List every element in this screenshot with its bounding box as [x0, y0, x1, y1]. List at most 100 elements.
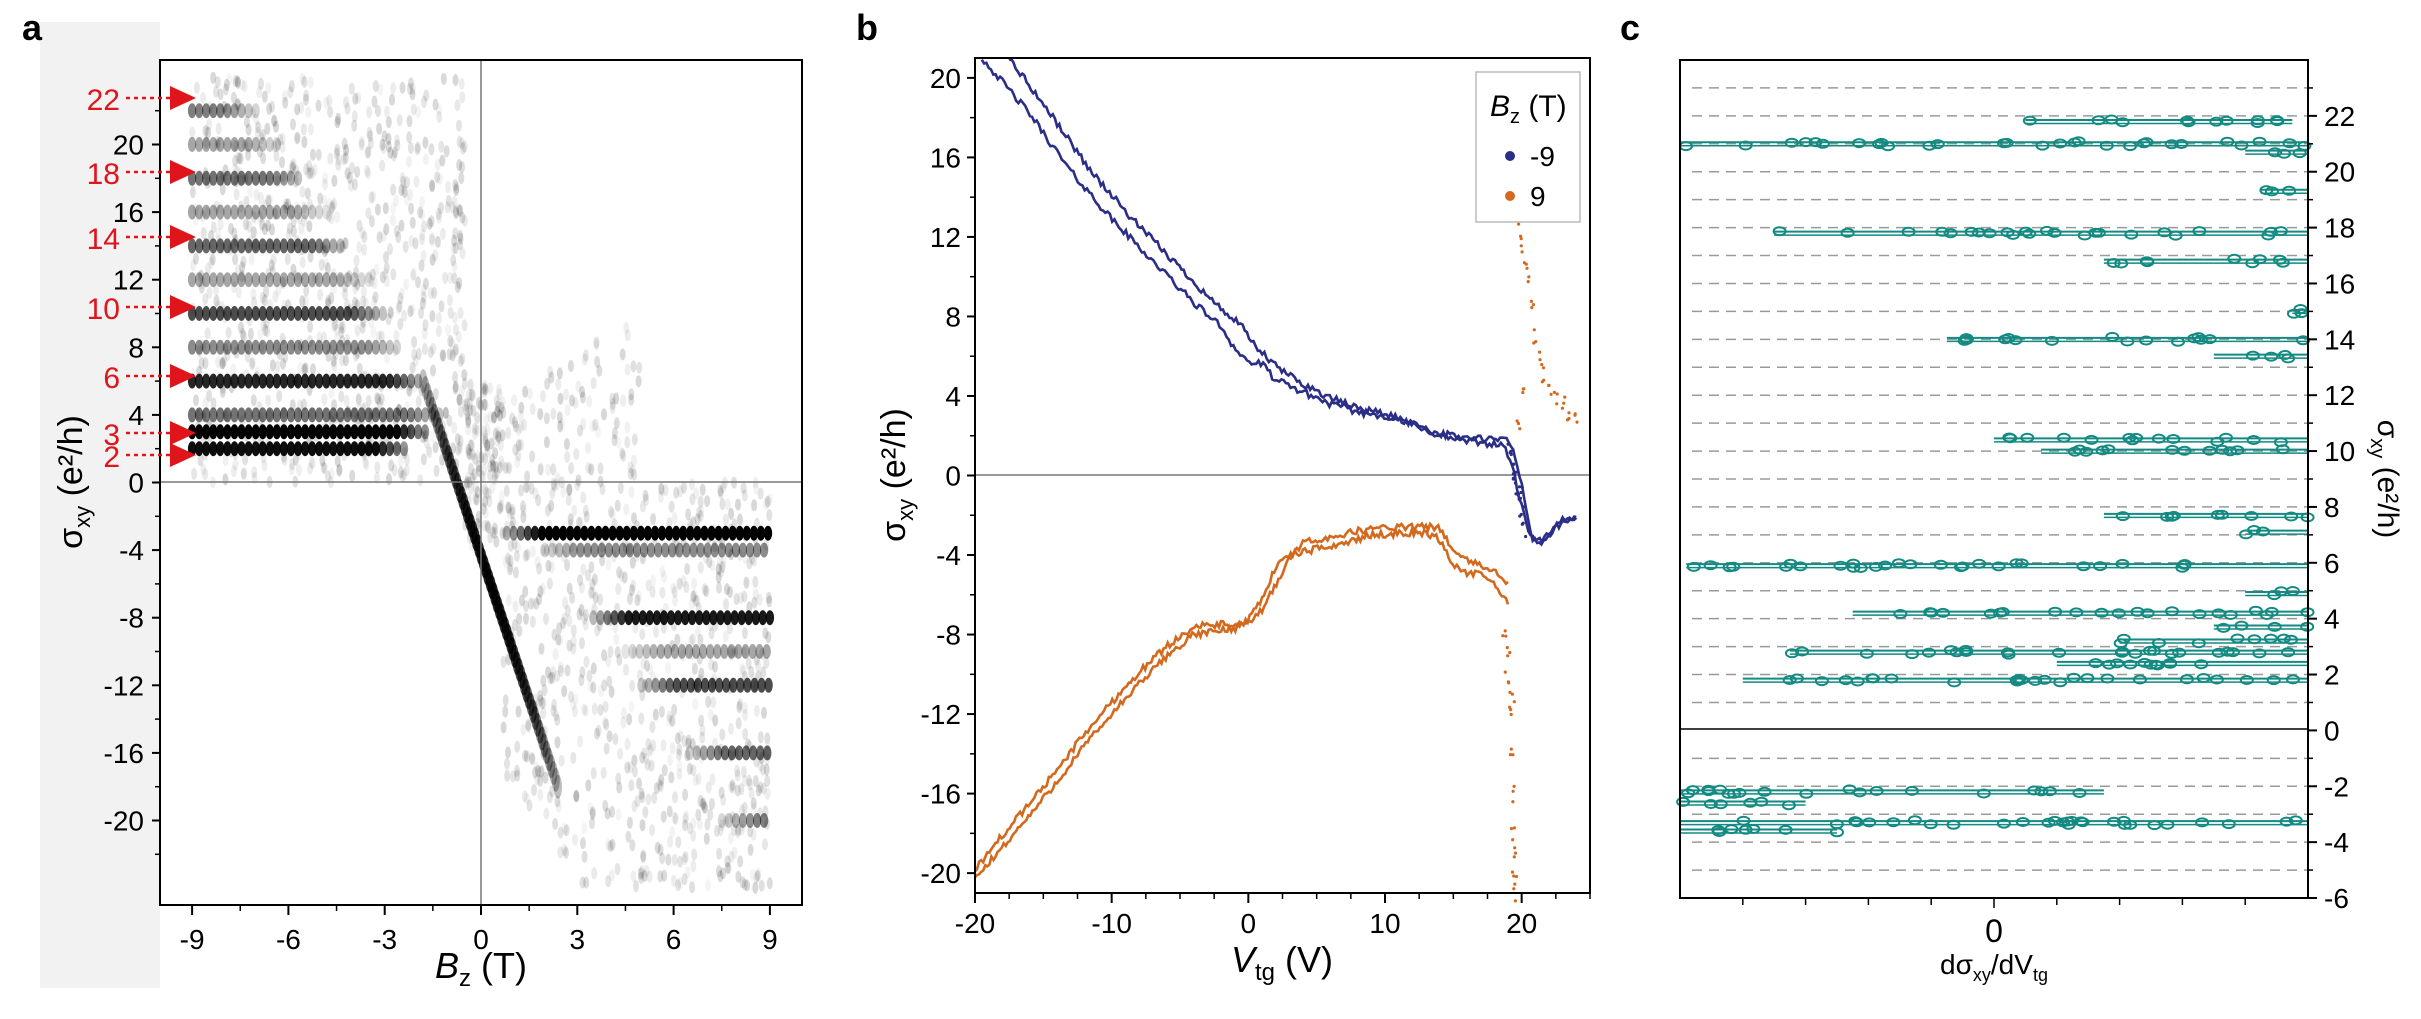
- heatmap-background-mark: [489, 481, 496, 494]
- band-point: [2094, 607, 2109, 618]
- level-marker-label: 14: [87, 223, 120, 256]
- heatmap-background-mark: [512, 566, 519, 579]
- heatmap-background-mark: [392, 146, 398, 159]
- heatmap-background-mark: [396, 114, 403, 127]
- heatmap-background-mark: [377, 83, 384, 96]
- heatmap-background-mark: [428, 215, 435, 228]
- heatmap-background-mark: [591, 573, 598, 586]
- heatmap-background-mark: [623, 663, 629, 676]
- heatmap-background-mark: [755, 784, 762, 797]
- heatmap-plateau-mark: [406, 424, 416, 440]
- band-point: [2074, 816, 2089, 827]
- heatmap-background-mark: [713, 824, 720, 837]
- heatmap-background-mark: [597, 593, 604, 606]
- heatmap-background-mark: [456, 393, 463, 406]
- panel-a-y-axis-label: σxy (e²/h): [52, 415, 95, 549]
- heatmap-plateau-mark: [322, 424, 331, 440]
- band-point: [1772, 226, 1787, 237]
- panel-b-legend-label-pos9: 9: [1530, 181, 1546, 212]
- heatmap-background-mark: [603, 742, 610, 755]
- heatmap-background-mark: [751, 596, 758, 609]
- heatmap-background-mark: [564, 404, 571, 417]
- heatmap-background-mark: [734, 769, 741, 782]
- heatmap-background-mark: [391, 464, 398, 477]
- heatmap-background-mark: [487, 411, 494, 423]
- heatmap-background-mark: [764, 495, 771, 508]
- heatmap-background-mark: [631, 646, 638, 659]
- heatmap-background-mark: [210, 221, 217, 234]
- heatmap-plateau-mark: [555, 542, 564, 558]
- heatmap-plateau-mark: [734, 745, 744, 761]
- heatmap-transition-mark: [419, 369, 428, 394]
- heatmap-background-mark: [513, 549, 520, 562]
- heatmap-background-mark: [732, 645, 739, 658]
- heatmap-background-mark: [539, 697, 546, 710]
- heatmap-background-mark: [473, 493, 480, 506]
- heatmap-plateau-mark: [251, 424, 260, 440]
- heatmap-background-mark: [523, 600, 529, 613]
- heatmap-plateau-mark: [677, 644, 687, 659]
- heatmap-background-mark: [507, 539, 514, 552]
- heatmap-background-mark: [449, 349, 456, 362]
- heatmap-background-mark: [570, 698, 577, 711]
- heatmap-transition-mark: [535, 719, 544, 744]
- heatmap-background-mark: [465, 413, 472, 426]
- heatmap-plateau-mark: [251, 170, 260, 186]
- heatmap-background-mark: [332, 348, 339, 361]
- heatmap-plateau-mark: [251, 272, 260, 288]
- heatmap-background-mark: [383, 251, 389, 264]
- heatmap-background-mark: [398, 184, 405, 196]
- band-point: [1972, 558, 1987, 569]
- heatmap-background-mark: [540, 747, 547, 760]
- heatmap-plateau-mark: [308, 306, 317, 321]
- heatmap-background-mark: [243, 115, 250, 128]
- heatmap-plateau-mark: [195, 272, 204, 288]
- band-point: [2001, 333, 2016, 343]
- heatmap-background-mark: [429, 234, 436, 247]
- band-point: [2282, 185, 2297, 196]
- heatmap-plateau-mark: [272, 137, 281, 152]
- heatmap-background-mark: [518, 439, 524, 452]
- heatmap-background-mark: [452, 242, 459, 255]
- y-tick-label: 4: [2324, 604, 2340, 635]
- heatmap-plateau-mark: [258, 306, 267, 321]
- heatmap-background-mark: [249, 107, 256, 119]
- heatmap-transition-mark: [540, 733, 549, 758]
- heatmap-plateau-mark: [672, 525, 681, 541]
- heatmap-plateau-mark: [642, 644, 651, 659]
- heatmap-background-mark: [586, 669, 593, 682]
- heatmap-background-mark: [640, 657, 647, 670]
- heatmap-background-mark: [546, 577, 553, 590]
- heatmap-background-mark: [342, 280, 349, 293]
- band-point: [1935, 226, 1950, 237]
- heatmap-background-mark: [548, 561, 555, 574]
- heatmap-plateau-mark: [272, 407, 281, 423]
- band-point: [2179, 674, 2194, 685]
- heatmap-background-mark: [326, 94, 333, 107]
- heatmap-plateau-mark: [675, 542, 684, 558]
- heatmap-background-mark: [285, 228, 292, 241]
- panel-a-left-background: [40, 22, 160, 988]
- heatmap-plateau-mark: [244, 238, 253, 254]
- heatmap-background-mark: [257, 210, 263, 223]
- heatmap-plateau-mark: [357, 306, 366, 321]
- heatmap-background-mark: [206, 286, 213, 299]
- band-point: [2171, 336, 2185, 347]
- heatmap-background-mark: [626, 543, 633, 556]
- heatmap-background-mark: [512, 600, 519, 613]
- heatmap-background-mark: [434, 171, 441, 184]
- heatmap-background-mark: [643, 752, 650, 765]
- heatmap-background-mark: [544, 505, 551, 518]
- band-point: [2279, 816, 2294, 827]
- heatmap-background-mark: [369, 308, 376, 321]
- heatmap-background-mark: [506, 507, 513, 520]
- heatmap-background-mark: [514, 541, 521, 554]
- band-point: [2221, 819, 2236, 830]
- heatmap-plateau-mark: [300, 204, 310, 220]
- band-point: [1878, 560, 1893, 571]
- heatmap-background-mark: [461, 214, 468, 227]
- x-tick-label: 0: [1241, 908, 1257, 939]
- heatmap-plateau-mark: [195, 373, 204, 389]
- heatmap-plateau-mark: [286, 424, 296, 440]
- series-pos9-down-line: [974, 521, 1509, 873]
